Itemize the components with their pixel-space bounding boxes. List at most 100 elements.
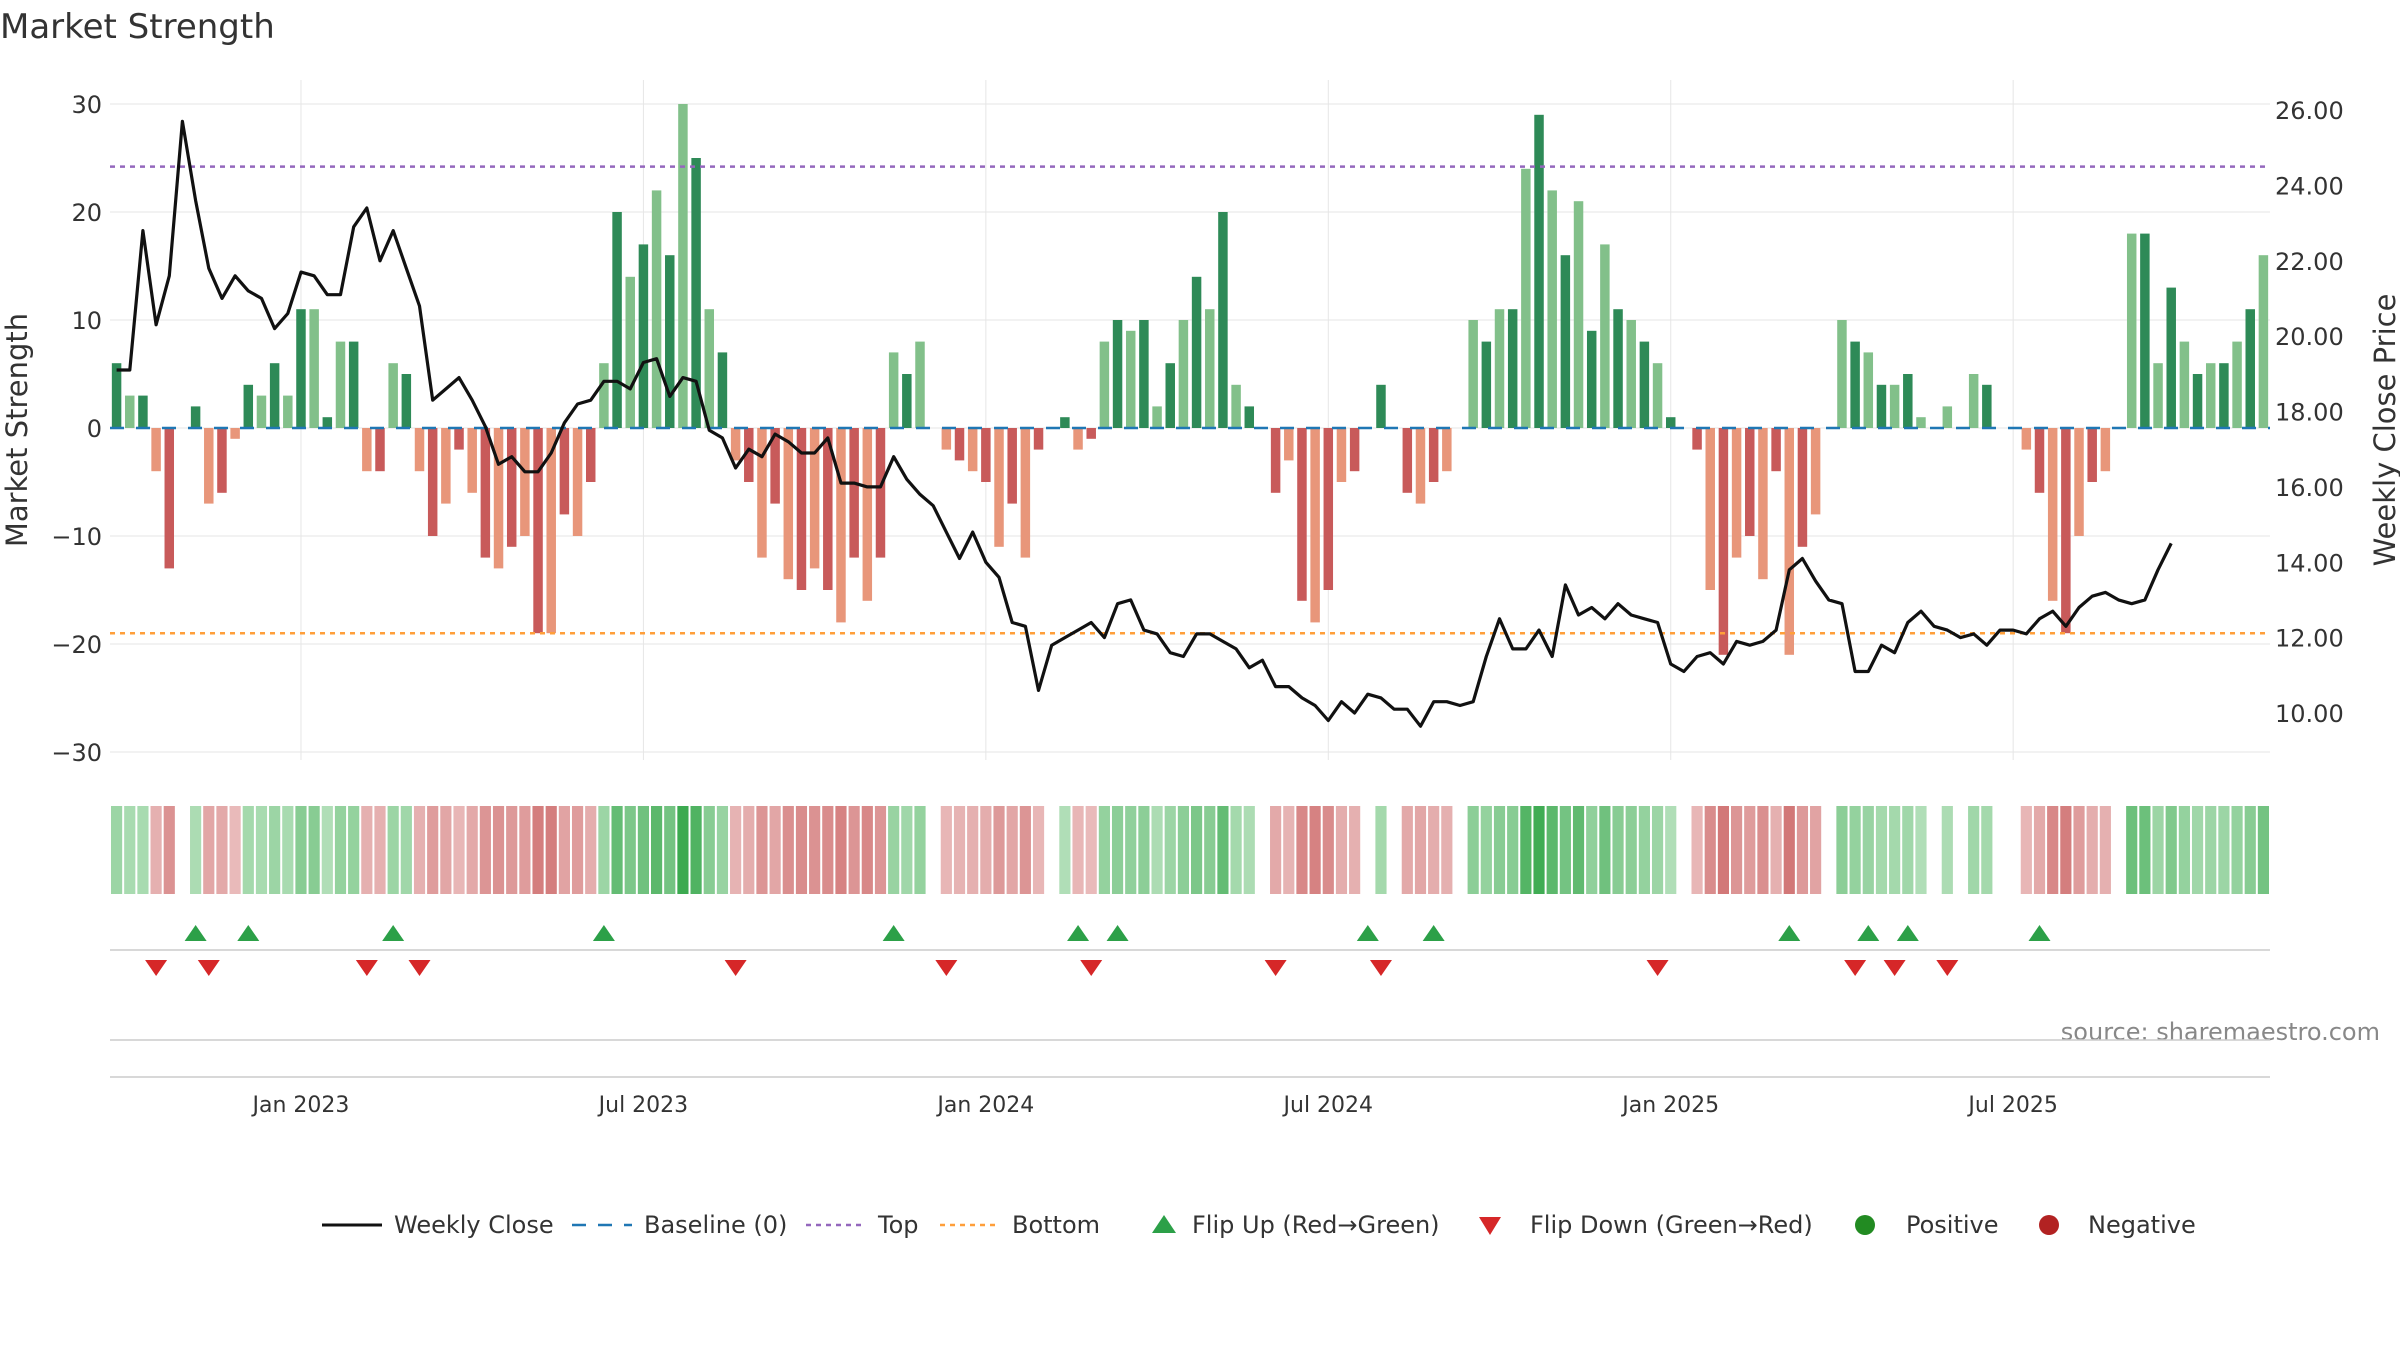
heat-strip-cell (940, 806, 952, 894)
strength-bar (1863, 352, 1874, 428)
flip-up-marker (592, 925, 615, 941)
heat-strip-cell (1230, 806, 1242, 894)
heat-strip-cell (1757, 806, 1769, 894)
strength-bar (1086, 428, 1096, 439)
strength-bar (2166, 287, 2176, 428)
heat-strip-cell (387, 806, 399, 894)
heat-strip-cell (2099, 806, 2111, 894)
strength-bar (1758, 428, 1768, 580)
strength-bar (1692, 428, 1702, 450)
strength-bar (1125, 330, 1136, 428)
strength-bar (1020, 428, 1031, 558)
strength-bar (151, 428, 161, 472)
strength-bar (2061, 428, 2071, 634)
legend-label-flipup: Flip Up (Red→Green) (1192, 1211, 1440, 1239)
heat-strip-cell (1678, 806, 1690, 894)
strength-bar (744, 428, 754, 482)
y2-tick-label: 10.00 (2275, 700, 2344, 728)
strength-bar (1784, 428, 1795, 655)
heat-strip-cell (914, 806, 926, 894)
heat-strip-cell (492, 806, 505, 894)
heat-strip-cell (1849, 806, 1861, 894)
heat-strip-cell (743, 806, 755, 894)
heat-strip-cell (2178, 806, 2190, 894)
strength-bar (1903, 374, 1913, 428)
strength-bar (941, 428, 952, 450)
strength-bar (1428, 428, 1439, 482)
heat-strip-cell (1032, 806, 1045, 894)
heat-strip-cell (716, 806, 729, 894)
heat-strip-cell (1454, 806, 1466, 894)
heat-strip-cell (466, 806, 478, 894)
y-tick-label: −10 (51, 523, 102, 551)
heat-strip-cell (2073, 806, 2085, 894)
heat-strip-cell (1243, 806, 1255, 894)
strength-bar (296, 309, 306, 428)
heat-strip-cell (980, 806, 992, 894)
heat-strip-cell (1125, 806, 1137, 894)
heat-strip-cell (1586, 806, 1598, 894)
strength-bar (1481, 341, 1492, 428)
y2-tick-label: 22.00 (2275, 248, 2344, 276)
heat-strip-cell (150, 806, 162, 894)
heat-strip-cell (651, 806, 663, 894)
strength-bar (2192, 374, 2203, 428)
heat-strip-cell (1638, 806, 1650, 894)
heat-strip-cell (282, 806, 294, 894)
heat-strip-cell (756, 806, 768, 894)
heat-strip-cell (519, 806, 531, 894)
strength-bar (757, 428, 767, 558)
strength-bar (875, 428, 886, 558)
heat-strip-cell (229, 806, 241, 894)
x-tick-label: Jul 2023 (597, 1093, 689, 1118)
heat-strip-cell (361, 806, 373, 894)
strength-bar (1112, 320, 1123, 428)
x-tick-label: Jan 2023 (251, 1093, 350, 1118)
heat-strip-cell (269, 806, 281, 894)
legend-positive-swatch (1855, 1215, 1875, 1235)
heat-strip-cell (1098, 806, 1110, 894)
heat-strip-cell (1968, 806, 1980, 894)
strength-bar (111, 363, 122, 428)
y-tick-label: 30 (71, 91, 102, 119)
legend-flip-up-swatch (1152, 1215, 1176, 1233)
strength-bar (1600, 244, 1610, 428)
heat-strip-cell (1875, 806, 1888, 894)
strength-bar (1178, 320, 1189, 428)
heat-strip-cell (1006, 806, 1018, 894)
strength-bar (480, 428, 491, 558)
heat-strip-cell (2007, 806, 2019, 894)
heat-strip-cell (677, 806, 689, 894)
strength-bar (704, 309, 715, 428)
heat-strip-cell (1915, 806, 1927, 894)
strength-bar (651, 190, 662, 428)
flip-down-marker (145, 960, 168, 976)
strength-bar (2140, 233, 2150, 428)
heat-strip-cell (848, 806, 860, 894)
strength-bar (1231, 384, 1241, 428)
strength-bar (954, 428, 965, 461)
heat-strip-cell (2191, 806, 2204, 894)
heat-strip-cell (1625, 806, 1637, 894)
heat-strip-cell (1507, 806, 1519, 894)
heat-strip-cell (822, 806, 834, 894)
strength-bar (454, 428, 464, 450)
strength-bar (599, 363, 609, 428)
heat-strip-cell (2112, 806, 2125, 894)
strength-bar (1099, 341, 1110, 428)
legend-label-flipdown: Flip Down (Green→Red) (1530, 1211, 1813, 1239)
heat-strip-cell (308, 806, 320, 894)
heat-strip-cell (888, 806, 900, 894)
heat-strip-cell (1954, 806, 1967, 894)
heat-strip-cell (901, 806, 913, 894)
heat-strip-cell (967, 806, 979, 894)
heat-strip-cell (1651, 806, 1664, 894)
heat-strip-cell (2060, 806, 2072, 894)
x-tick-label: Jan 2024 (935, 1093, 1034, 1118)
heat-strip-cell (1599, 806, 1611, 894)
strength-bar (1705, 428, 1715, 590)
heat-strip-cell (2047, 806, 2059, 894)
heat-strip-cell (1493, 806, 1506, 894)
